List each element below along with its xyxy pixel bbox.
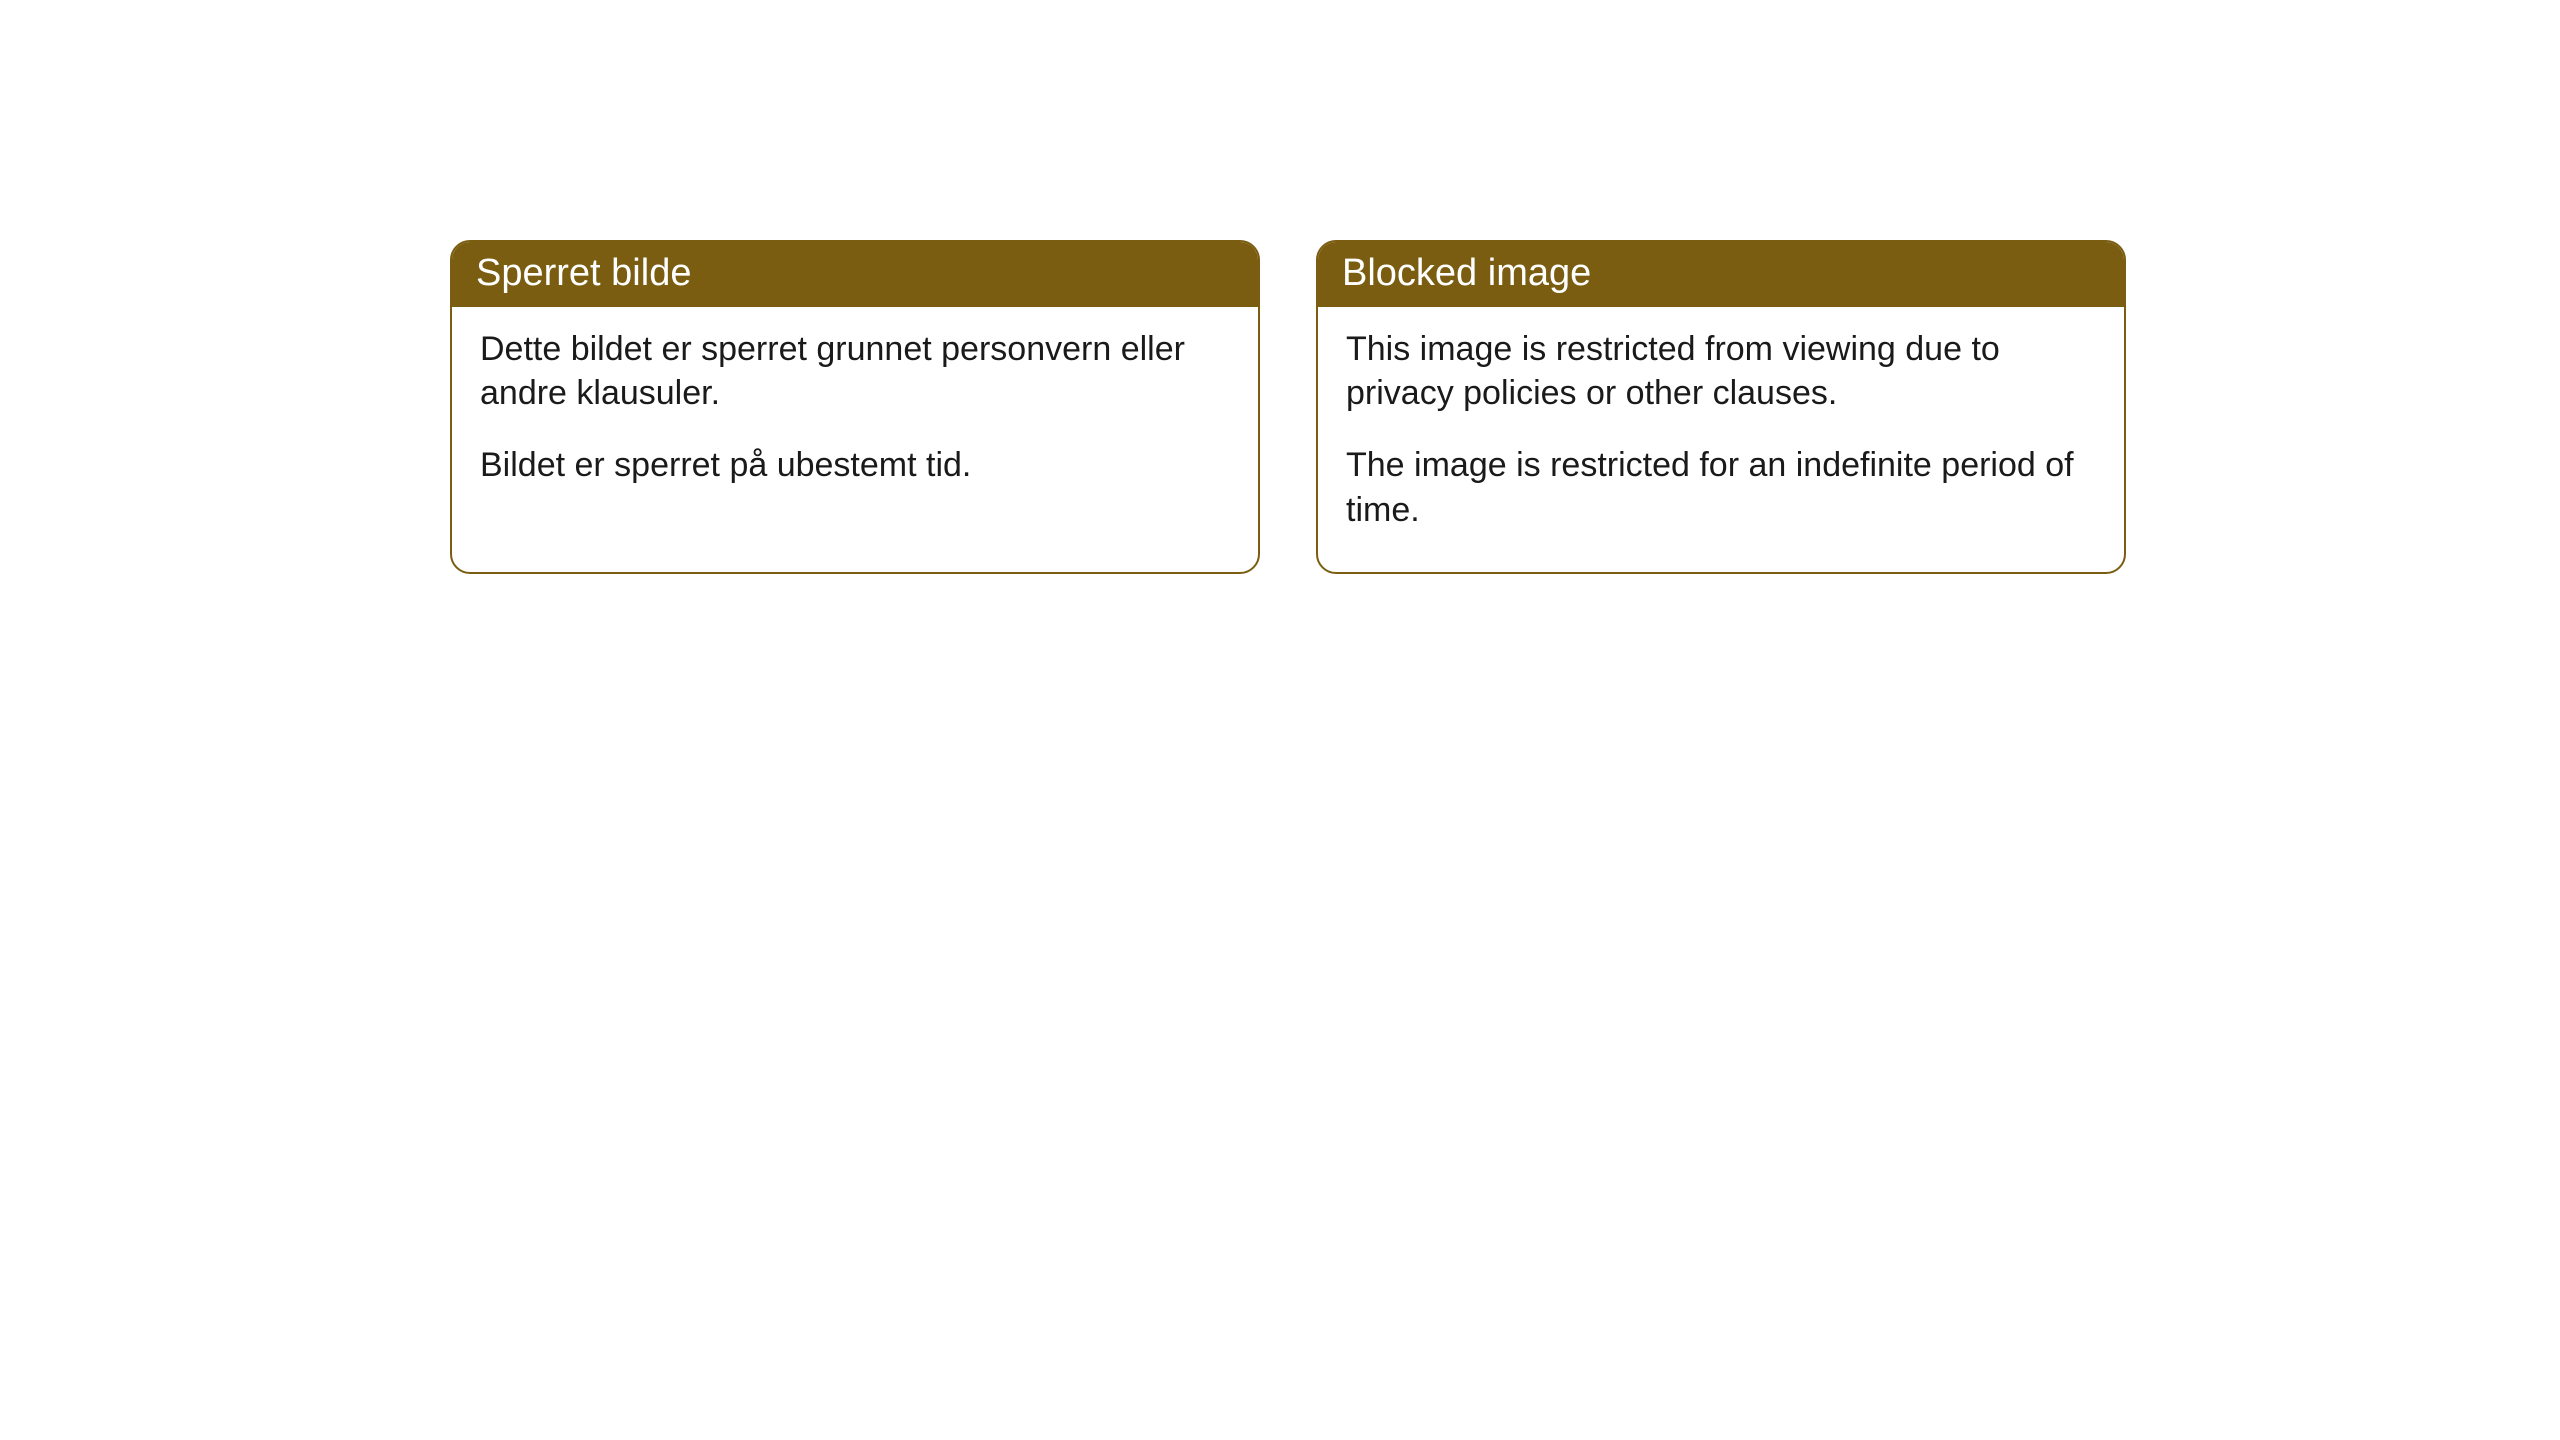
card-title: Blocked image: [1342, 252, 1591, 294]
card-header: Blocked image: [1318, 242, 2124, 307]
card-paragraph-1: This image is restricted from viewing du…: [1346, 327, 2096, 415]
card-paragraph-1: Dette bildet er sperret grunnet personve…: [480, 327, 1230, 415]
info-card-english: Blocked image This image is restricted f…: [1316, 240, 2126, 574]
info-card-norwegian: Sperret bilde Dette bildet er sperret gr…: [450, 240, 1260, 574]
card-paragraph-2: The image is restricted for an indefinit…: [1346, 443, 2096, 531]
card-header: Sperret bilde: [452, 242, 1258, 307]
card-paragraph-2: Bildet er sperret på ubestemt tid.: [480, 443, 1230, 487]
card-body: Dette bildet er sperret grunnet personve…: [452, 307, 1258, 528]
card-title: Sperret bilde: [476, 252, 691, 294]
info-cards-container: Sperret bilde Dette bildet er sperret gr…: [450, 240, 2560, 574]
card-body: This image is restricted from viewing du…: [1318, 307, 2124, 572]
